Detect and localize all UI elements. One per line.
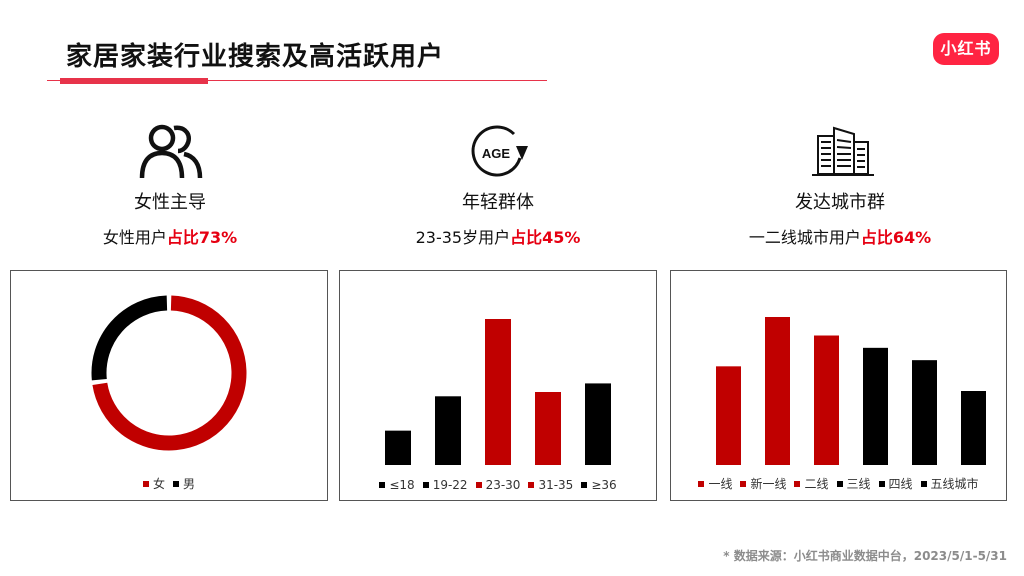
legend-swatch bbox=[740, 480, 747, 487]
stat-desc: 一二线城市用户占比64% bbox=[748, 228, 932, 247]
age-bar-chart: ≤18 19-22 23-30 31-35 ≥36 bbox=[339, 270, 657, 501]
city-tier-bar-svg bbox=[716, 317, 986, 465]
age-icon-text: AGE bbox=[482, 146, 511, 161]
bar-≥36 bbox=[585, 383, 611, 465]
donut-slice-女 bbox=[92, 295, 247, 451]
legend-swatch bbox=[142, 480, 149, 487]
stat-name: 年轻群体 bbox=[462, 192, 534, 213]
legend-label: 31-35 bbox=[538, 478, 574, 492]
legend-item: 四线 bbox=[878, 475, 913, 492]
stat-gender: 女性主导 女性用户占比73% bbox=[20, 120, 320, 248]
legend-swatch bbox=[920, 480, 927, 487]
stat-highlight: 占比73% bbox=[166, 228, 238, 247]
legend-label: ≤18 bbox=[389, 478, 415, 492]
city-tier-bar-chart: 一线 新一线 二线 三线 四线 五线城市 bbox=[670, 270, 1007, 501]
bar-19-22 bbox=[435, 396, 461, 465]
legend-label: 三线 bbox=[846, 477, 871, 491]
legend-swatch bbox=[528, 481, 535, 488]
legend-swatch bbox=[878, 480, 885, 487]
bar-31-35 bbox=[535, 392, 561, 465]
legend-item: ≤18 bbox=[379, 478, 415, 492]
page-title: 家居家装行业搜索及高活跃用户 bbox=[66, 42, 445, 72]
bar-四线 bbox=[912, 360, 937, 465]
legend-label: 新一线 bbox=[750, 477, 787, 491]
legend-label: 女 bbox=[152, 477, 165, 491]
legend-swatch bbox=[379, 481, 386, 488]
bar-≤18 bbox=[385, 430, 411, 465]
legend-swatch bbox=[794, 480, 801, 487]
bar-一线 bbox=[716, 366, 741, 465]
legend-label: 四线 bbox=[888, 477, 913, 491]
legend-item: ≥36 bbox=[581, 478, 617, 492]
legend-label: ≥36 bbox=[591, 478, 617, 492]
title-accent-bar bbox=[60, 78, 208, 84]
legend-label: 男 bbox=[183, 477, 196, 491]
legend-swatch bbox=[475, 481, 482, 488]
stat-desc: 23-35岁用户占比45% bbox=[415, 228, 581, 247]
legend-swatch bbox=[836, 480, 843, 487]
legend-label: 五线城市 bbox=[930, 477, 979, 491]
legend-label: 19-22 bbox=[432, 478, 468, 492]
gender-donut-chart: 女男 bbox=[10, 270, 328, 501]
legend-swatch bbox=[698, 480, 705, 487]
age-icon: AGE bbox=[471, 125, 528, 177]
building-icon bbox=[812, 126, 874, 176]
bar-新一线 bbox=[765, 317, 790, 465]
xiaohongshu-logo: 小红书 bbox=[933, 33, 999, 65]
legend-label: 23-30 bbox=[485, 478, 521, 492]
data-source-note: * 数据来源：小红书商业数据中台，2023/5/1-5/31 bbox=[723, 549, 1007, 563]
bar-23-30 bbox=[485, 319, 511, 465]
legend-item: 女 bbox=[142, 475, 165, 492]
legend-item: 新一线 bbox=[740, 475, 786, 492]
legend-item: 19-22 bbox=[422, 478, 468, 492]
donut-slice-男 bbox=[91, 295, 168, 381]
legend-swatch bbox=[173, 480, 179, 487]
chart-legend: 一线 新一线 二线 三线 四线 五线城市 bbox=[671, 475, 1006, 492]
gender-donut-svg bbox=[91, 295, 247, 451]
chart-legend: 女男 bbox=[11, 475, 327, 492]
legend-item: 二线 bbox=[794, 475, 829, 492]
legend-label: 二线 bbox=[804, 477, 829, 491]
stat-highlight: 占比45% bbox=[510, 228, 581, 247]
legend-swatch bbox=[422, 481, 429, 488]
legend-item: 五线城市 bbox=[920, 475, 979, 492]
stat-name: 发达城市群 bbox=[795, 192, 885, 213]
legend-item: 23-30 bbox=[475, 478, 521, 492]
people-icon bbox=[139, 124, 203, 179]
stat-age: AGE 年轻群体 23-35岁用户占比45% bbox=[348, 120, 648, 248]
legend-item: 男 bbox=[173, 475, 195, 492]
bar-三线 bbox=[863, 347, 888, 465]
bar-五线城市 bbox=[961, 391, 986, 465]
legend-item: 31-35 bbox=[528, 478, 573, 492]
title-underline bbox=[47, 80, 547, 81]
chart-legend: ≤18 19-22 23-30 31-35 ≥36 bbox=[340, 478, 656, 492]
legend-item: 三线 bbox=[836, 475, 871, 492]
legend-item: 一线 bbox=[698, 475, 732, 492]
legend-swatch bbox=[581, 481, 588, 488]
stat-highlight: 占比64% bbox=[860, 228, 932, 247]
age-bar-svg bbox=[385, 319, 611, 465]
bar-二线 bbox=[814, 335, 839, 465]
stat-desc: 女性用户占比73% bbox=[102, 228, 238, 247]
stat-name: 女性主导 bbox=[134, 192, 206, 213]
stat-city: 发达城市群 一二线城市用户占比64% bbox=[690, 120, 990, 248]
legend-label: 一线 bbox=[708, 477, 733, 491]
